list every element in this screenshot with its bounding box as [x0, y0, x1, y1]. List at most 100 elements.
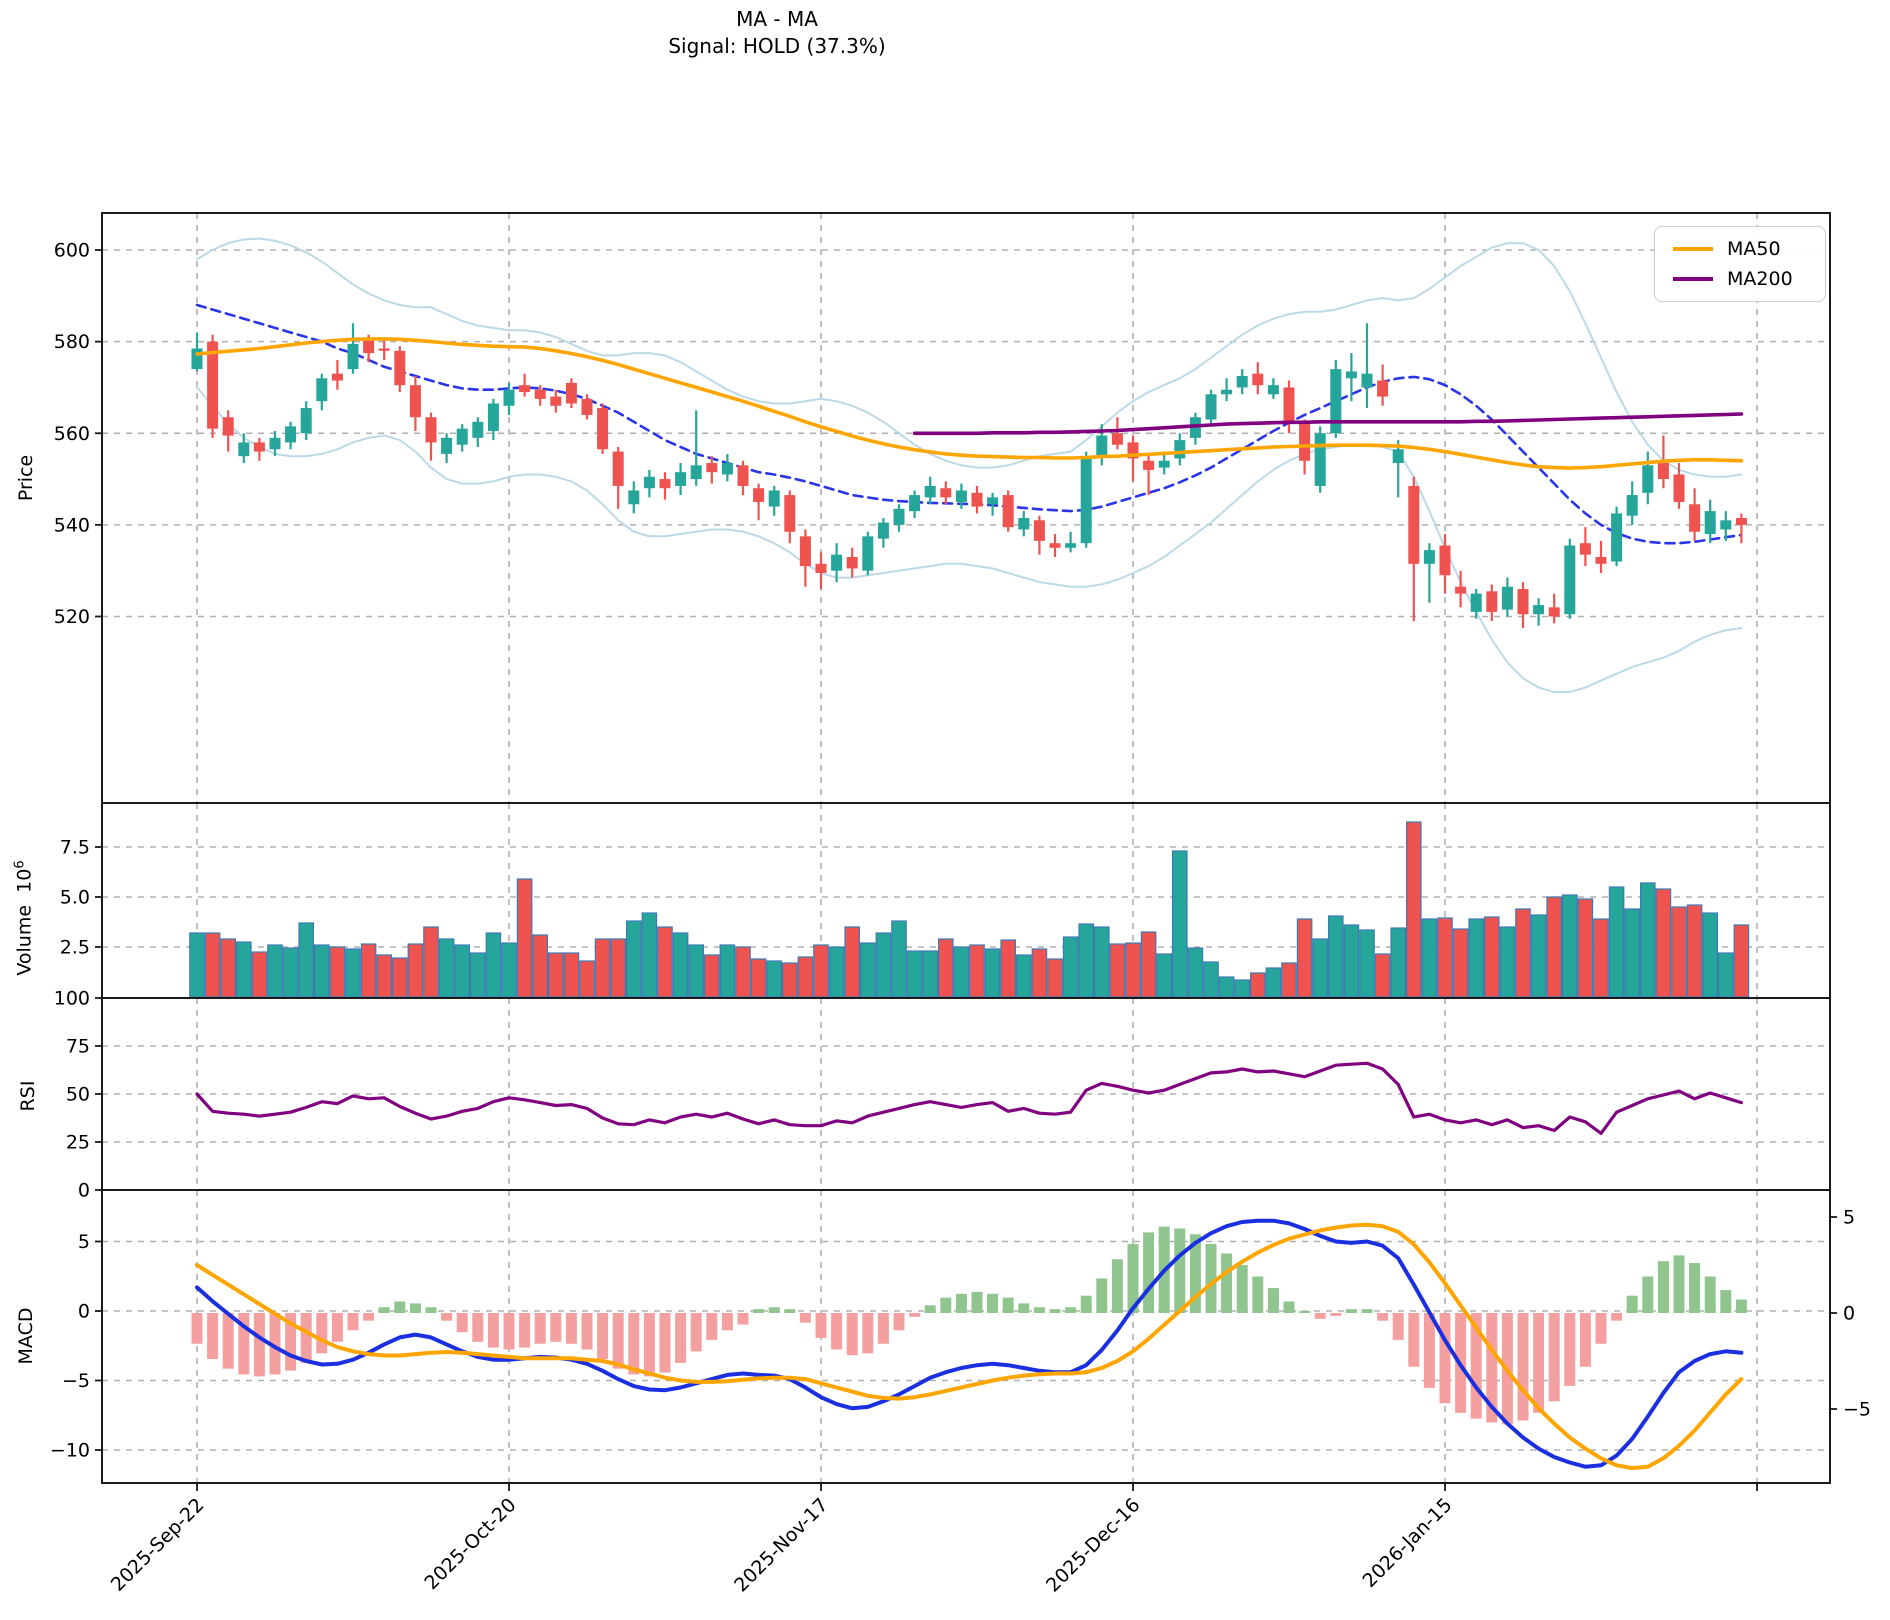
- svg-text:−5: −5: [1843, 1399, 1871, 1421]
- candle: [1735, 518, 1747, 525]
- hist-bar: [940, 1297, 952, 1313]
- hist-bar: [1096, 1278, 1108, 1313]
- candle: [643, 476, 655, 489]
- volume-bar: [1125, 942, 1141, 998]
- svg-text:2025-Dec-16: 2025-Dec-16: [1042, 1494, 1145, 1597]
- hist-bar: [831, 1313, 843, 1350]
- hist-bar: [1408, 1313, 1420, 1367]
- volume-bar: [703, 954, 720, 998]
- volume-bar: [345, 948, 361, 998]
- hist-bar: [1174, 1228, 1186, 1313]
- volume-bar: [1047, 958, 1063, 998]
- volume-bar: [1686, 904, 1703, 998]
- hist-bar: [409, 1303, 421, 1313]
- candle: [1002, 495, 1014, 528]
- rsi-axis-label: RSI: [17, 1080, 39, 1112]
- ma50-line-swatch: [1673, 247, 1713, 251]
- volume-bar: [423, 926, 439, 998]
- volume-bar: [594, 938, 611, 998]
- hist-bar: [1345, 1309, 1357, 1313]
- volume-bar: [563, 952, 580, 998]
- svg-text:600: 600: [54, 240, 90, 262]
- candle: [441, 437, 453, 454]
- candle: [1720, 520, 1732, 530]
- hist-bar: [222, 1313, 234, 1369]
- hist-bar: [565, 1313, 577, 1344]
- svg-text:2025-Oct-20: 2025-Oct-20: [420, 1494, 520, 1594]
- volume-bar: [454, 944, 470, 998]
- volume-bar: [1218, 976, 1235, 998]
- candle: [1470, 593, 1482, 612]
- bollinger-bands: [196, 237, 1743, 694]
- hist-bar: [706, 1313, 718, 1340]
- volume-bar: [657, 926, 673, 998]
- volume-bar: [1499, 926, 1516, 998]
- hist-bar: [472, 1313, 484, 1342]
- candle: [1657, 463, 1669, 480]
- volume-bar: [236, 941, 252, 998]
- candle: [1564, 545, 1576, 615]
- volume-bar: [1312, 938, 1328, 998]
- candle: [207, 341, 219, 429]
- candle: [347, 343, 359, 370]
- volume-bar: [1265, 967, 1282, 998]
- volume-bar: [1702, 912, 1718, 998]
- candle: [1267, 385, 1279, 395]
- volume-bar: [1015, 954, 1032, 998]
- candle: [1439, 545, 1451, 576]
- hist-bar: [285, 1313, 297, 1371]
- hist-bar: [1205, 1243, 1217, 1313]
- candle: [1174, 440, 1186, 459]
- volume-bar: [1140, 931, 1157, 998]
- candle: [1626, 495, 1638, 516]
- candle: [1080, 458, 1092, 544]
- volume-bar: [1234, 979, 1250, 998]
- candle: [706, 463, 718, 473]
- candle: [222, 417, 234, 436]
- volume-bar: [1171, 850, 1188, 998]
- hist-bar: [799, 1313, 811, 1323]
- hist-bar: [1626, 1295, 1638, 1313]
- hist-bar: [1080, 1295, 1092, 1313]
- candle: [987, 497, 999, 505]
- candle: [909, 495, 921, 512]
- volume-bar: [937, 938, 954, 998]
- hist-bar: [1689, 1263, 1701, 1313]
- candle: [1689, 504, 1701, 532]
- svg-text:2025-Nov-17: 2025-Nov-17: [730, 1494, 832, 1596]
- hist-bar: [1033, 1307, 1045, 1313]
- volume-bar: [360, 943, 377, 998]
- hist-bar: [331, 1313, 343, 1342]
- macd-line: [195, 1218, 1744, 1469]
- candle: [269, 437, 281, 450]
- volume-bar: [1327, 915, 1344, 998]
- volume-bar: [1156, 953, 1172, 998]
- svg-text:−5: −5: [62, 1370, 90, 1392]
- candle: [1018, 518, 1030, 530]
- volume-bar: [1031, 948, 1048, 998]
- hist-bar: [987, 1293, 999, 1313]
- svg-text:2026-Jan-15: 2026-Jan-15: [1359, 1494, 1457, 1592]
- svg-text:100: 100: [54, 988, 90, 1010]
- legend-box: MA50 MA200: [1654, 226, 1826, 302]
- candle: [1299, 424, 1311, 461]
- candle: [955, 490, 967, 502]
- volume-bar: [1624, 908, 1640, 998]
- svg-text:5: 5: [78, 1231, 90, 1253]
- candle: [1252, 373, 1264, 386]
- volume-bar: [392, 957, 408, 998]
- x-tick-label: 2025-Nov-17: [730, 1494, 832, 1596]
- chart-title: MA - MA: [736, 7, 818, 31]
- candle: [253, 442, 265, 452]
- svg-text:520: 520: [54, 606, 90, 628]
- hist-bar: [737, 1313, 749, 1325]
- ma200-line: [912, 412, 1744, 436]
- volume-bar: [984, 948, 1001, 998]
- volume-bar: [438, 938, 455, 998]
- candle: [784, 495, 796, 532]
- hist-bar: [1221, 1253, 1233, 1313]
- axis-ticks-and-labels: 6005805605405202.55.07.5025507510050−5−1…: [50, 240, 1871, 1597]
- hist-bar: [550, 1313, 562, 1342]
- candle: [1065, 543, 1077, 548]
